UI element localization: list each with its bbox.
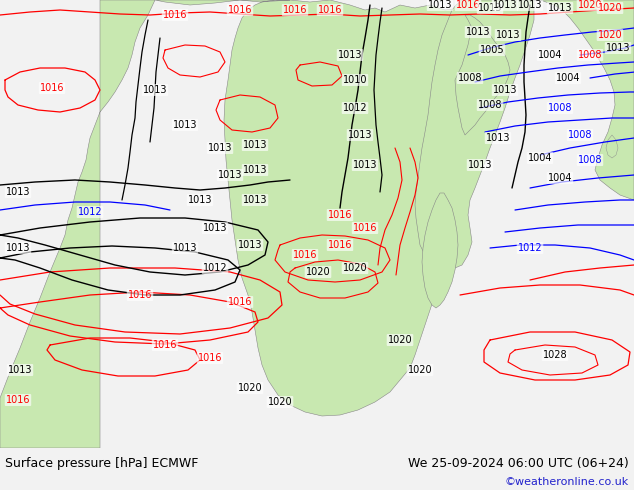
Text: 1013: 1013 [6,243,30,253]
Text: 1013: 1013 [466,27,490,37]
Text: 1004: 1004 [548,173,573,183]
Text: 1016: 1016 [456,0,480,10]
Text: 1013: 1013 [208,143,232,153]
Text: 1020: 1020 [578,0,602,10]
Text: 1008: 1008 [478,100,502,110]
Text: 1013: 1013 [428,0,452,10]
Text: 1020: 1020 [598,30,623,40]
Text: 1013: 1013 [496,30,521,40]
Text: 1020: 1020 [268,397,292,407]
Text: 1016: 1016 [353,223,377,233]
Text: 1016: 1016 [318,5,342,15]
Text: 1013: 1013 [486,133,510,143]
Text: 1016: 1016 [198,353,223,363]
Text: 1008: 1008 [568,130,592,140]
Text: 1013: 1013 [605,43,630,53]
Text: 1008: 1008 [458,73,482,83]
Text: 1020: 1020 [408,365,432,375]
Text: 1013: 1013 [548,3,573,13]
Text: 1016: 1016 [228,297,252,307]
Text: 1016: 1016 [6,395,30,405]
Text: 1013: 1013 [243,165,268,175]
Polygon shape [415,0,534,270]
Text: 1016: 1016 [293,250,317,260]
Polygon shape [606,135,618,158]
Text: 1013: 1013 [6,187,30,197]
Text: 1013: 1013 [188,195,212,205]
Text: 1012: 1012 [343,103,367,113]
Text: 1013: 1013 [478,3,502,13]
Text: 1013: 1013 [217,170,242,180]
Text: 1012: 1012 [78,207,102,217]
Text: 1020: 1020 [343,263,367,273]
Text: 1013: 1013 [238,240,262,250]
Text: 1008: 1008 [578,155,602,165]
Text: 1013: 1013 [338,50,362,60]
Text: 1013: 1013 [243,195,268,205]
Text: 1016: 1016 [127,290,152,300]
Text: 1004: 1004 [538,50,562,60]
Polygon shape [455,15,510,135]
Text: 1016: 1016 [283,5,307,15]
Text: 1013: 1013 [203,223,227,233]
Text: 1016: 1016 [163,10,187,20]
Text: Surface pressure [hPa] ECMWF: Surface pressure [hPa] ECMWF [5,458,198,470]
Text: 1013: 1013 [172,120,197,130]
Polygon shape [0,0,155,448]
Text: 1016: 1016 [228,5,252,15]
Text: 1013: 1013 [493,0,517,10]
Polygon shape [534,0,634,200]
Text: 1016: 1016 [328,240,353,250]
Text: 1016: 1016 [40,83,64,93]
Text: 1013: 1013 [243,140,268,150]
Text: 1013: 1013 [143,85,167,95]
Text: 1020: 1020 [387,335,412,345]
Text: 1013: 1013 [172,243,197,253]
Text: 1013: 1013 [493,85,517,95]
Text: 1008: 1008 [578,50,602,60]
Text: 1028: 1028 [543,350,567,360]
Text: 1010: 1010 [343,75,367,85]
Text: 1020: 1020 [306,267,330,277]
Text: 1020: 1020 [238,383,262,393]
Text: 1008: 1008 [548,103,573,113]
Text: 1004: 1004 [556,73,580,83]
Text: 1020: 1020 [598,3,623,13]
Text: ©weatheronline.co.uk: ©weatheronline.co.uk [505,477,629,488]
Text: 1013: 1013 [518,0,542,10]
Text: 1013: 1013 [353,160,377,170]
Text: 1016: 1016 [153,340,178,350]
Text: We 25-09-2024 06:00 UTC (06+24): We 25-09-2024 06:00 UTC (06+24) [408,458,629,470]
Text: 1016: 1016 [328,210,353,220]
Text: 1013: 1013 [8,365,32,375]
Text: 1013: 1013 [348,130,372,140]
Polygon shape [422,193,458,308]
Polygon shape [155,0,472,416]
Text: 1004: 1004 [527,153,552,163]
Text: 1005: 1005 [480,45,504,55]
Text: 1012: 1012 [518,243,542,253]
Text: 1012: 1012 [203,263,228,273]
Text: 1013: 1013 [468,160,492,170]
